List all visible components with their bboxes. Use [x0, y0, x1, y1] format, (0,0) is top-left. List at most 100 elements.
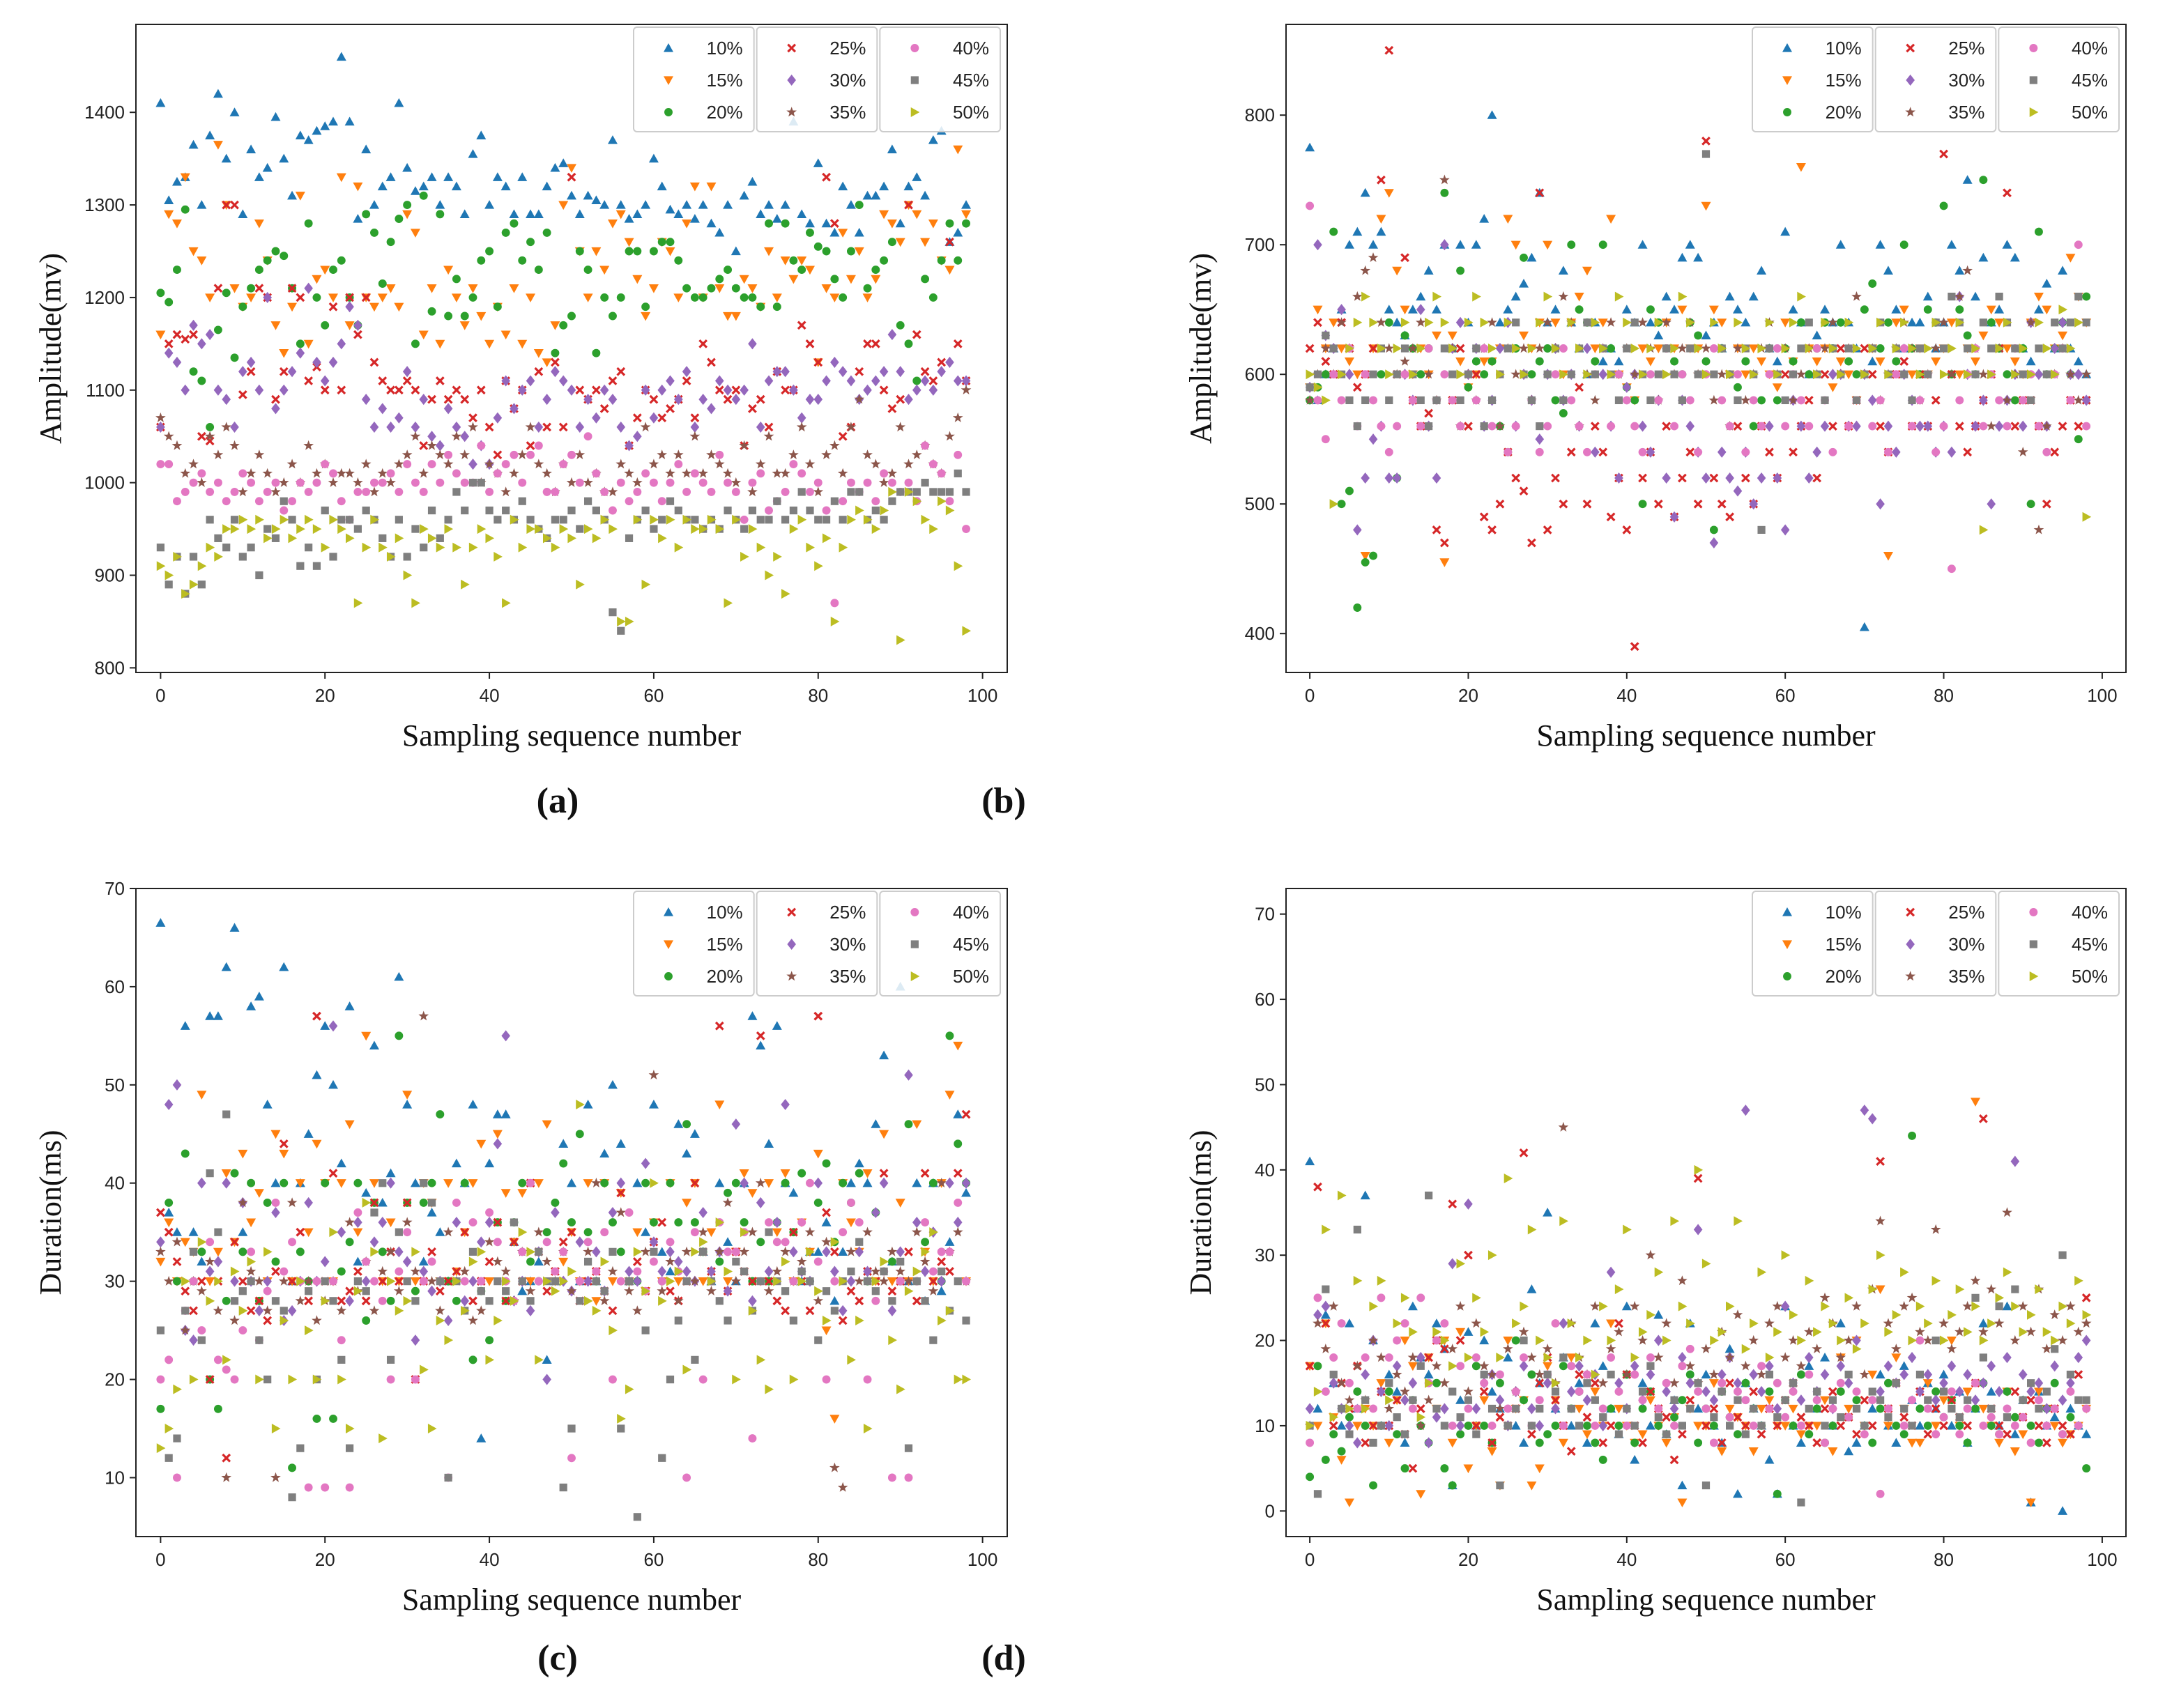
- data-point: [879, 1130, 889, 1139]
- data-point: [173, 1434, 181, 1442]
- data-point: [1701, 1404, 1711, 1413]
- data-point: [386, 1276, 396, 1286]
- data-point: [2026, 1421, 2035, 1430]
- data-point: [370, 514, 379, 525]
- data-point: [714, 1178, 725, 1187]
- data-point: [797, 1169, 806, 1178]
- y-tick-label: 40: [105, 1173, 125, 1194]
- data-point: [542, 468, 552, 478]
- data-point: [1670, 422, 1678, 431]
- data-point: [1439, 1344, 1449, 1354]
- data-point: [534, 421, 544, 433]
- data-point: [649, 1257, 658, 1266]
- data-point: [658, 533, 667, 544]
- data-point: [353, 1256, 363, 1266]
- data-point: [641, 579, 651, 590]
- data-point: [1685, 1344, 1694, 1353]
- data-point: [1313, 318, 1322, 328]
- data-point: [271, 394, 280, 404]
- data-point: [263, 525, 272, 533]
- data-point: [1765, 1404, 1774, 1413]
- data-point: [772, 302, 781, 311]
- data-point: [321, 542, 330, 553]
- data-point: [607, 1265, 618, 1276]
- data-point: [813, 1011, 823, 1021]
- data-point: [328, 477, 339, 487]
- data-point: [1734, 383, 1742, 392]
- data-point: [213, 478, 222, 487]
- data-point: [1669, 305, 1680, 314]
- data-point: [369, 1236, 379, 1248]
- data-point: [1306, 201, 1315, 210]
- data-point: [394, 971, 404, 981]
- data-point: [1352, 226, 1363, 236]
- data-point: [386, 469, 395, 478]
- data-point: [1780, 369, 1790, 379]
- data-point: [280, 252, 289, 261]
- data-point: [599, 1148, 610, 1158]
- data-point: [1844, 317, 1854, 328]
- data-point: [517, 1189, 528, 1198]
- data-point: [1376, 317, 1386, 327]
- data-point: [1337, 1319, 1346, 1328]
- data-point: [1392, 1395, 1402, 1405]
- data-point: [477, 1287, 485, 1295]
- data-point: [1534, 1369, 1545, 1379]
- data-point: [518, 1247, 527, 1256]
- data-point: [641, 311, 651, 321]
- legend-label: 35%: [829, 102, 866, 123]
- data-point: [279, 349, 289, 358]
- data-point: [912, 1296, 921, 1306]
- data-point: [1899, 1300, 1909, 1311]
- data-point: [2074, 317, 2083, 328]
- data-point: [551, 1267, 560, 1276]
- data-point: [1448, 1361, 1458, 1371]
- data-point: [715, 1297, 724, 1305]
- data-point: [2003, 1413, 2012, 1422]
- data-point: [402, 162, 413, 172]
- data-point: [346, 1424, 355, 1433]
- data-point: [1661, 291, 1671, 301]
- data-point: [592, 348, 601, 357]
- data-point: [1384, 472, 1394, 484]
- data-point: [730, 477, 742, 487]
- data-point: [1471, 240, 1481, 249]
- data-point: [443, 403, 453, 415]
- data-point: [1519, 1148, 1529, 1157]
- data-point: [1860, 1422, 1869, 1430]
- data-point: [1741, 317, 1751, 327]
- data-point: [1369, 551, 1377, 560]
- data-point: [1701, 1481, 1711, 1490]
- data-point: [1662, 472, 1671, 484]
- data-point: [1764, 1318, 1775, 1328]
- data-point: [1741, 1396, 1750, 1405]
- data-point: [666, 1286, 675, 1296]
- data-point: [1734, 1216, 1743, 1226]
- legend-label: 15%: [707, 934, 743, 955]
- data-point: [1623, 344, 1631, 353]
- data-point: [1479, 1387, 1489, 1397]
- data-point: [1732, 1309, 1743, 1320]
- data-point: [863, 284, 872, 293]
- data-point: [484, 1236, 495, 1247]
- data-point: [1472, 291, 1481, 302]
- data-point: [1535, 1396, 1544, 1405]
- data-point: [180, 1021, 190, 1030]
- data-point: [1567, 370, 1575, 378]
- data-point: [1494, 420, 1506, 431]
- data-point: [468, 149, 478, 158]
- legend-marker: [1782, 940, 1792, 949]
- data-point: [1313, 1403, 1323, 1413]
- data-point: [229, 107, 240, 116]
- data-point: [1708, 394, 1720, 405]
- data-point: [938, 496, 947, 507]
- data-point: [707, 357, 716, 367]
- data-point: [485, 506, 494, 515]
- data-point: [1821, 1438, 1829, 1447]
- data-point: [1336, 317, 1347, 327]
- data-point: [1868, 422, 1877, 431]
- data-point: [1748, 344, 1759, 353]
- data-point: [321, 1277, 329, 1286]
- data-point: [1995, 396, 2004, 405]
- data-point: [1527, 1352, 1537, 1362]
